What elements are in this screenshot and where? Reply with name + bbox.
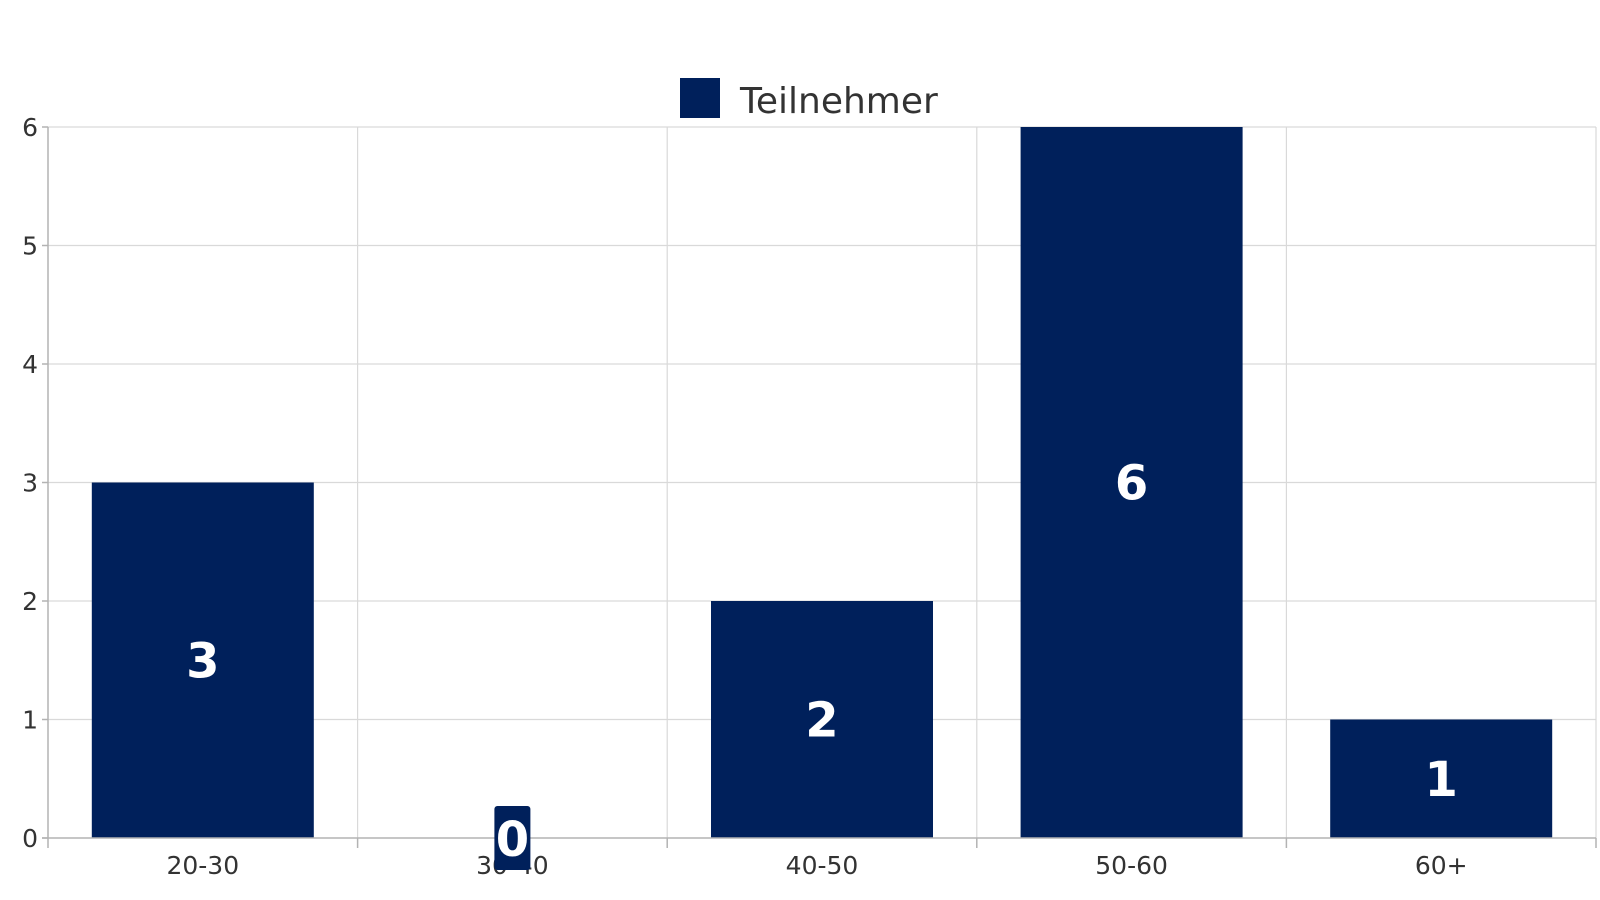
y-tick-label: 2 [22, 587, 38, 616]
y-tick-label: 1 [22, 706, 38, 735]
x-tick-label: 60+ [1415, 851, 1468, 880]
legend-swatch [680, 78, 720, 118]
x-tick-label: 40-50 [786, 851, 859, 880]
data-label-30-40: 0 [496, 812, 529, 868]
data-label-20-30: 3 [186, 633, 219, 689]
y-tick-label: 6 [22, 113, 38, 142]
y-tick-label: 4 [22, 350, 38, 379]
data-label-60+: 1 [1424, 752, 1457, 808]
x-tick-label: 50-60 [1095, 851, 1168, 880]
y-tick-label: 5 [22, 232, 38, 261]
bar-20-30 [91, 482, 314, 838]
legend: Teilnehmer [680, 78, 938, 122]
data-label-badge [494, 806, 531, 870]
bar-50-60 [1020, 127, 1243, 838]
data-labels: 3 0 2 6 1 [186, 456, 1458, 870]
y-tick-label: 0 [22, 824, 38, 853]
bars [91, 127, 1553, 838]
y-tick-label: 3 [22, 469, 38, 498]
legend-label: Teilnehmer [739, 81, 938, 122]
data-label-50-60: 6 [1115, 456, 1148, 512]
x-tick-label: 20-30 [166, 851, 239, 880]
bar-40-50 [711, 601, 933, 838]
bar-60+ [1330, 719, 1553, 838]
data-label-40-50: 2 [805, 693, 838, 749]
